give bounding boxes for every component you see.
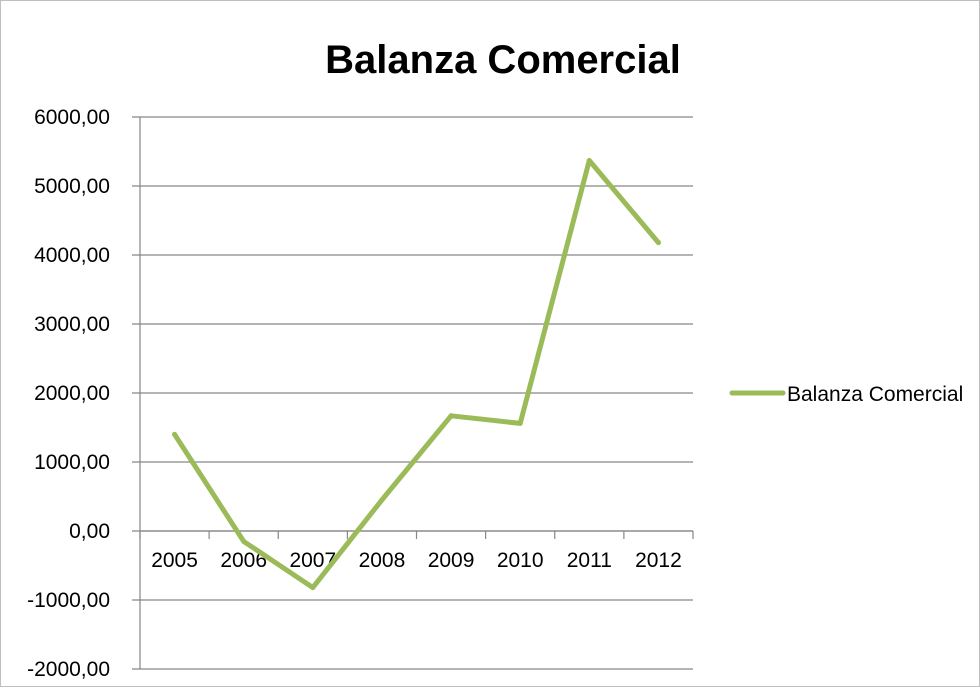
y-tick-label: 5000,00 — [34, 175, 110, 198]
y-tick-label: -1000,00 — [27, 589, 110, 612]
axes — [139, 117, 694, 669]
x-tick-label: 2006 — [220, 549, 267, 572]
gridlines — [132, 116, 693, 670]
series-layer — [172, 157, 661, 591]
data-point — [586, 157, 592, 163]
data-point — [310, 585, 316, 591]
y-tick-label: 3000,00 — [34, 313, 110, 336]
x-tick-label: 2012 — [635, 549, 682, 572]
y-tick-label: -2000,00 — [27, 658, 110, 681]
x-tick-label: 2011 — [567, 549, 612, 572]
data-point — [172, 431, 178, 437]
y-tick-label: 6000,00 — [34, 106, 110, 129]
data-point — [379, 497, 385, 503]
legend: Balanza Comercial — [729, 383, 963, 406]
y-tick-label: 2000,00 — [34, 382, 110, 405]
y-tick-label: 0,00 — [69, 520, 110, 543]
series-line-balanza-comercial — [172, 158, 661, 591]
x-axis-tick-labels: 2005 2006 2007 2008 2009 2010 2011 2012 — [151, 549, 682, 572]
legend-label-balanza-comercial: Balanza Comercial — [787, 383, 963, 406]
x-tick-label: 2010 — [497, 549, 544, 572]
x-tick-label: 2005 — [151, 549, 198, 572]
chart-title: Balanza Comercial — [325, 38, 681, 82]
data-point — [655, 240, 661, 246]
data-point — [517, 420, 523, 426]
x-tick-label: 2007 — [289, 549, 336, 572]
data-point — [448, 413, 454, 419]
y-tick-label: 4000,00 — [34, 244, 110, 267]
data-point — [241, 538, 247, 544]
y-axis-tick-labels: 6000,00 5000,00 4000,00 3000,00 2000,00 1000,… — [27, 106, 110, 681]
y-tick-label: 1000,00 — [34, 451, 110, 474]
x-tick-label: 2008 — [359, 549, 406, 572]
x-tick-label: 2009 — [428, 549, 475, 572]
